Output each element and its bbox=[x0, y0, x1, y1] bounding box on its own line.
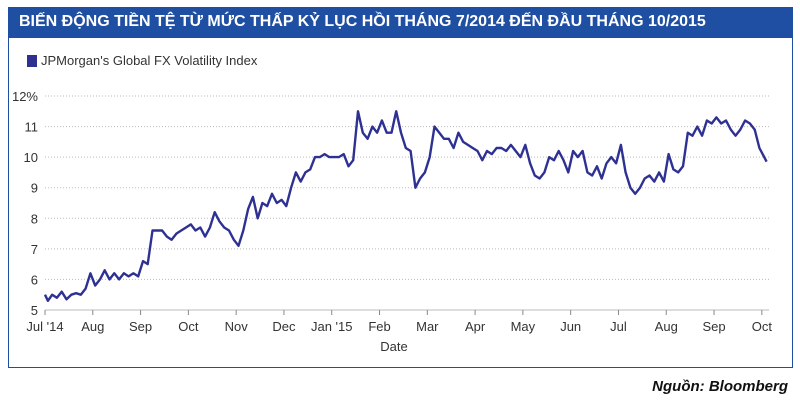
y-tick-label: 9 bbox=[31, 181, 38, 196]
x-tick-label: Oct bbox=[752, 319, 773, 334]
x-tick-label: Jul '14 bbox=[26, 319, 63, 334]
legend: JPMorgan's Global FX Volatility Index bbox=[27, 53, 258, 68]
source-note: Nguồn: Bloomberg bbox=[652, 378, 788, 395]
y-tick-label: 7 bbox=[31, 242, 38, 257]
x-tick-label: Jun bbox=[560, 319, 581, 334]
x-axis: Jul '14 Aug Sep Oct Nov Dec Jan '15 Feb Mar Apr Ma… bbox=[26, 310, 772, 334]
x-tick-label: Jul bbox=[610, 319, 627, 334]
x-tick-label: Jan '15 bbox=[311, 319, 353, 334]
chart-title: BIẾN ĐỘNG TIỀN TỆ TỪ MỨC THẤP KỶ LỤC HỒI… bbox=[19, 13, 706, 30]
legend-swatch bbox=[27, 55, 37, 67]
y-tick-label: 10 bbox=[24, 150, 38, 165]
x-tick-label: Apr bbox=[465, 319, 486, 334]
y-tick-label: 6 bbox=[31, 272, 38, 287]
x-tick-label: Oct bbox=[178, 319, 199, 334]
legend-label: JPMorgan's Global FX Volatility Index bbox=[41, 53, 258, 68]
x-tick-label: Sep bbox=[702, 319, 725, 334]
y-tick-label: 8 bbox=[31, 211, 38, 226]
x-tick-label: Dec bbox=[272, 319, 296, 334]
y-tick-label: 5 bbox=[31, 303, 38, 318]
x-axis-label: Date bbox=[380, 339, 407, 354]
x-tick-label: Nov bbox=[225, 319, 249, 334]
x-tick-label: Mar bbox=[416, 319, 439, 334]
x-tick-label: Sep bbox=[129, 319, 152, 334]
y-axis: 5 6 7 8 9 10 11 12% bbox=[12, 89, 38, 318]
series-layer bbox=[43, 110, 768, 302]
x-tick-label: Aug bbox=[81, 319, 104, 334]
title-bar: BIẾN ĐỘNG TIỀN TỆ TỪ MỨC THẤP KỶ LỤC HỒI… bbox=[8, 7, 793, 38]
x-tick-label: May bbox=[511, 319, 536, 334]
y-tick-label: 12% bbox=[12, 89, 38, 104]
x-tick-label: Feb bbox=[368, 319, 390, 334]
chart-frame bbox=[8, 38, 793, 368]
y-tick-label: 11 bbox=[25, 120, 39, 135]
series-line bbox=[43, 110, 768, 302]
grid-lines bbox=[45, 95, 769, 311]
x-tick-label: Aug bbox=[655, 319, 678, 334]
